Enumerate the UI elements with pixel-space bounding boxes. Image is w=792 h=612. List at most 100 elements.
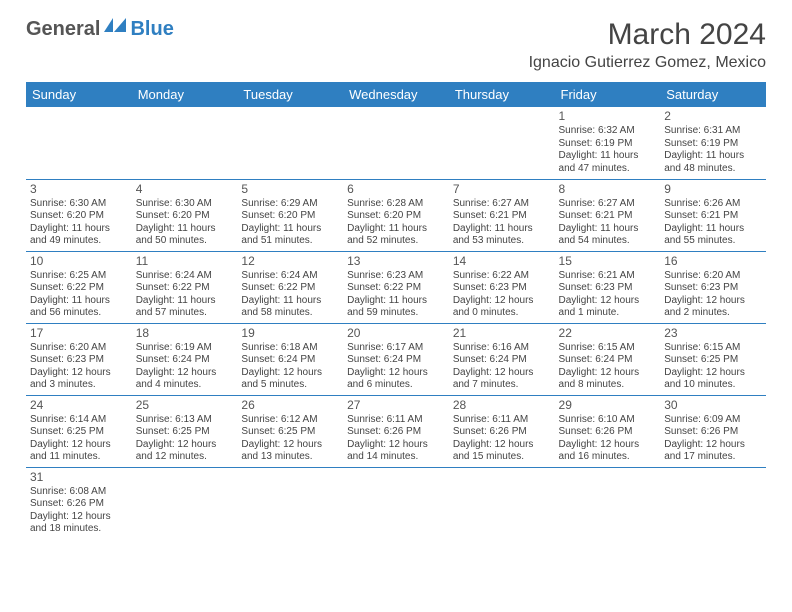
calendar-cell: 3Sunrise: 6:30 AMSunset: 6:20 PMDaylight…: [26, 179, 132, 251]
calendar-row: 24Sunrise: 6:14 AMSunset: 6:25 PMDayligh…: [26, 395, 766, 467]
daylight-text: Daylight: 11 hours and 57 minutes.: [136, 295, 234, 320]
calendar-cell: [555, 467, 661, 539]
daylight-text: Daylight: 11 hours and 54 minutes.: [559, 223, 657, 248]
day-number: 22: [559, 326, 657, 341]
sunrise-text: Sunrise: 6:27 AM: [453, 198, 551, 211]
day-header: Saturday: [660, 82, 766, 107]
daylight-text: Daylight: 12 hours and 14 minutes.: [347, 439, 445, 464]
daylight-text: Daylight: 12 hours and 0 minutes.: [453, 295, 551, 320]
daylight-text: Daylight: 12 hours and 18 minutes.: [30, 511, 128, 536]
sunset-text: Sunset: 6:22 PM: [347, 282, 445, 295]
day-number: 7: [453, 182, 551, 197]
daylight-text: Daylight: 12 hours and 2 minutes.: [664, 295, 762, 320]
sunrise-text: Sunrise: 6:15 AM: [559, 342, 657, 355]
sunrise-text: Sunrise: 6:31 AM: [664, 125, 762, 138]
calendar-cell: 14Sunrise: 6:22 AMSunset: 6:23 PMDayligh…: [449, 251, 555, 323]
calendar-cell: 15Sunrise: 6:21 AMSunset: 6:23 PMDayligh…: [555, 251, 661, 323]
calendar-cell: 30Sunrise: 6:09 AMSunset: 6:26 PMDayligh…: [660, 395, 766, 467]
daylight-text: Daylight: 11 hours and 48 minutes.: [664, 150, 762, 175]
daylight-text: Daylight: 12 hours and 11 minutes.: [30, 439, 128, 464]
day-number: 10: [30, 254, 128, 269]
sunset-text: Sunset: 6:25 PM: [664, 354, 762, 367]
day-number: 20: [347, 326, 445, 341]
day-number: 8: [559, 182, 657, 197]
sunset-text: Sunset: 6:26 PM: [664, 426, 762, 439]
sunrise-text: Sunrise: 6:08 AM: [30, 486, 128, 499]
calendar-cell: 20Sunrise: 6:17 AMSunset: 6:24 PMDayligh…: [343, 323, 449, 395]
sunrise-text: Sunrise: 6:29 AM: [241, 198, 339, 211]
sunset-text: Sunset: 6:26 PM: [347, 426, 445, 439]
daylight-text: Daylight: 11 hours and 47 minutes.: [559, 150, 657, 175]
sunset-text: Sunset: 6:26 PM: [30, 498, 128, 511]
day-number: 29: [559, 398, 657, 413]
sunset-text: Sunset: 6:22 PM: [241, 282, 339, 295]
daylight-text: Daylight: 11 hours and 55 minutes.: [664, 223, 762, 248]
daylight-text: Daylight: 12 hours and 17 minutes.: [664, 439, 762, 464]
sunset-text: Sunset: 6:20 PM: [136, 210, 234, 223]
brand-part1: General: [26, 18, 100, 41]
calendar-cell: 9Sunrise: 6:26 AMSunset: 6:21 PMDaylight…: [660, 179, 766, 251]
day-number: 23: [664, 326, 762, 341]
day-number: 1: [559, 109, 657, 124]
sunset-text: Sunset: 6:20 PM: [347, 210, 445, 223]
calendar-cell: 27Sunrise: 6:11 AMSunset: 6:26 PMDayligh…: [343, 395, 449, 467]
calendar-cell: 26Sunrise: 6:12 AMSunset: 6:25 PMDayligh…: [237, 395, 343, 467]
calendar-cell: 5Sunrise: 6:29 AMSunset: 6:20 PMDaylight…: [237, 179, 343, 251]
sunrise-text: Sunrise: 6:27 AM: [559, 198, 657, 211]
sunrise-text: Sunrise: 6:09 AM: [664, 414, 762, 427]
day-header: Tuesday: [237, 82, 343, 107]
calendar-cell: 22Sunrise: 6:15 AMSunset: 6:24 PMDayligh…: [555, 323, 661, 395]
day-header: Thursday: [449, 82, 555, 107]
sunset-text: Sunset: 6:24 PM: [453, 354, 551, 367]
day-number: 6: [347, 182, 445, 197]
calendar-row: 17Sunrise: 6:20 AMSunset: 6:23 PMDayligh…: [26, 323, 766, 395]
daylight-text: Daylight: 11 hours and 59 minutes.: [347, 295, 445, 320]
calendar-cell: [449, 107, 555, 179]
day-number: 28: [453, 398, 551, 413]
daylight-text: Daylight: 12 hours and 10 minutes.: [664, 367, 762, 392]
day-number: 26: [241, 398, 339, 413]
calendar-cell: [343, 467, 449, 539]
day-number: 31: [30, 470, 128, 485]
day-header: Monday: [132, 82, 238, 107]
brand-logo: General Blue: [26, 18, 174, 41]
sunrise-text: Sunrise: 6:11 AM: [453, 414, 551, 427]
sunset-text: Sunset: 6:21 PM: [453, 210, 551, 223]
day-number: 12: [241, 254, 339, 269]
daylight-text: Daylight: 12 hours and 1 minute.: [559, 295, 657, 320]
sunset-text: Sunset: 6:21 PM: [559, 210, 657, 223]
sunrise-text: Sunrise: 6:24 AM: [241, 270, 339, 283]
calendar-cell: 4Sunrise: 6:30 AMSunset: 6:20 PMDaylight…: [132, 179, 238, 251]
calendar-cell: 13Sunrise: 6:23 AMSunset: 6:22 PMDayligh…: [343, 251, 449, 323]
daylight-text: Daylight: 12 hours and 13 minutes.: [241, 439, 339, 464]
sunrise-text: Sunrise: 6:32 AM: [559, 125, 657, 138]
calendar-cell: 1Sunrise: 6:32 AMSunset: 6:19 PMDaylight…: [555, 107, 661, 179]
day-number: 25: [136, 398, 234, 413]
sunset-text: Sunset: 6:24 PM: [136, 354, 234, 367]
calendar-cell: 23Sunrise: 6:15 AMSunset: 6:25 PMDayligh…: [660, 323, 766, 395]
calendar-cell: [343, 107, 449, 179]
day-number: 15: [559, 254, 657, 269]
sunrise-text: Sunrise: 6:11 AM: [347, 414, 445, 427]
day-number: 4: [136, 182, 234, 197]
calendar-cell: 8Sunrise: 6:27 AMSunset: 6:21 PMDaylight…: [555, 179, 661, 251]
calendar-cell: 24Sunrise: 6:14 AMSunset: 6:25 PMDayligh…: [26, 395, 132, 467]
sunrise-text: Sunrise: 6:30 AM: [30, 198, 128, 211]
sunset-text: Sunset: 6:23 PM: [30, 354, 128, 367]
sunrise-text: Sunrise: 6:23 AM: [347, 270, 445, 283]
day-header: Friday: [555, 82, 661, 107]
day-number: 24: [30, 398, 128, 413]
sunset-text: Sunset: 6:25 PM: [241, 426, 339, 439]
calendar-row: 10Sunrise: 6:25 AMSunset: 6:22 PMDayligh…: [26, 251, 766, 323]
calendar-cell: [449, 467, 555, 539]
day-number: 14: [453, 254, 551, 269]
calendar-cell: 19Sunrise: 6:18 AMSunset: 6:24 PMDayligh…: [237, 323, 343, 395]
sunrise-text: Sunrise: 6:13 AM: [136, 414, 234, 427]
daylight-text: Daylight: 11 hours and 51 minutes.: [241, 223, 339, 248]
sunset-text: Sunset: 6:19 PM: [664, 138, 762, 151]
day-number: 13: [347, 254, 445, 269]
daylight-text: Daylight: 11 hours and 50 minutes.: [136, 223, 234, 248]
sunrise-text: Sunrise: 6:18 AM: [241, 342, 339, 355]
calendar-cell: [132, 107, 238, 179]
daylight-text: Daylight: 12 hours and 3 minutes.: [30, 367, 128, 392]
